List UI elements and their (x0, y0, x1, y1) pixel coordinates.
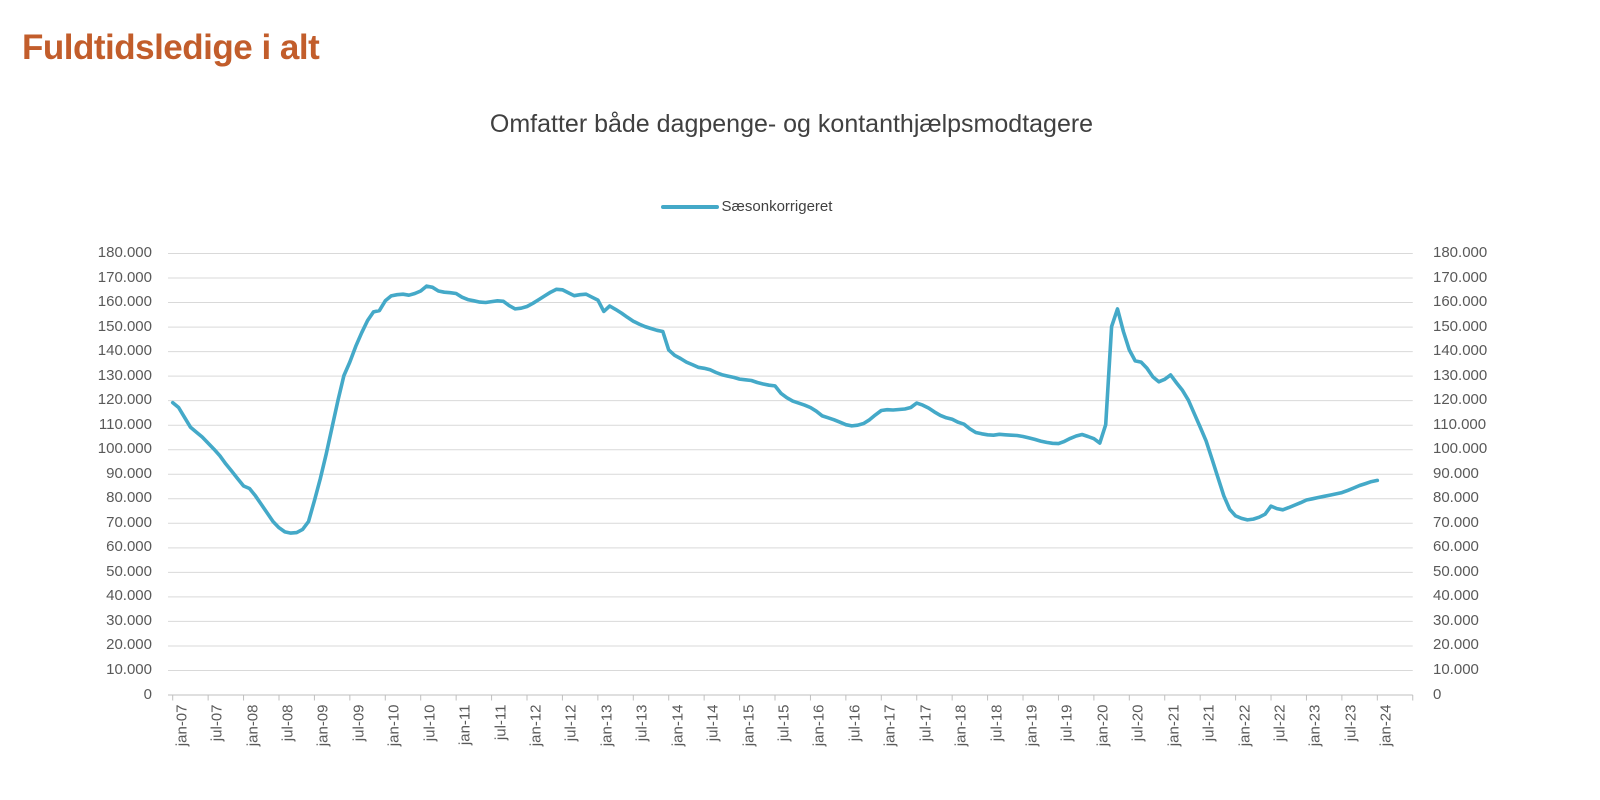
y-axis-label-left: 40.000 (106, 587, 152, 605)
y-axis-label-right: 40.000 (1433, 587, 1479, 605)
y-axis-label-left: 50.000 (106, 562, 152, 580)
y-axis-label-right: 150.000 (1433, 317, 1488, 335)
y-axis-label-left: 160.000 (97, 293, 152, 311)
x-axis-label: jan-23 (1306, 704, 1324, 746)
x-axis-label: jan-14 (669, 704, 687, 746)
x-axis-label: jan-20 (1094, 704, 1112, 746)
y-axis-label-left: 170.000 (97, 268, 152, 286)
x-axis-label: jul-22 (1271, 704, 1289, 741)
x-axis-label: jul-17 (917, 704, 935, 741)
y-axis-label-left: 130.000 (97, 366, 152, 384)
y-axis-label-right: 20.000 (1433, 636, 1479, 654)
x-axis-label: jan-13 (598, 704, 616, 746)
legend-entry: Sæsonkorrigeret (660, 198, 833, 215)
x-axis-label: jul-07 (208, 704, 226, 741)
chart-subtitle: Omfatter både dagpenge- og kontanthjælps… (489, 110, 1094, 138)
y-axis-label-right: 160.000 (1433, 293, 1488, 311)
y-axis-label-right: 120.000 (1433, 391, 1488, 409)
y-axis-label-right: 130.000 (1433, 366, 1488, 384)
x-axis-label: jul-20 (1129, 704, 1147, 741)
y-axis-label-right: 30.000 (1433, 611, 1479, 629)
line-chart-plot-area (168, 253, 1414, 701)
y-axis-label-right: 0 (1433, 685, 1442, 703)
x-axis-label: jan-19 (1023, 704, 1041, 746)
x-axis-label: jul-14 (704, 704, 722, 741)
y-axis-label-left: 150.000 (97, 317, 152, 335)
x-axis-label: jan-24 (1377, 704, 1395, 746)
legend-label: Sæsonkorrigeret (721, 198, 833, 215)
y-axis-label-right: 70.000 (1433, 513, 1479, 531)
x-axis-label: jul-21 (1200, 704, 1218, 741)
y-axis-label-left: 120.000 (97, 391, 152, 409)
y-axis-label-left: 90.000 (106, 464, 152, 482)
x-axis-label: jan-21 (1165, 704, 1183, 746)
x-axis-label: jan-07 (173, 704, 191, 746)
x-axis-label: jan-22 (1236, 704, 1254, 746)
y-axis-label-right: 90.000 (1433, 464, 1479, 482)
y-axis-label-left: 100.000 (97, 440, 152, 458)
x-axis-label: jan-08 (244, 704, 262, 746)
x-axis-label: jul-09 (350, 704, 368, 741)
y-axis-label-right: 10.000 (1433, 660, 1479, 678)
y-axis-label-right: 180.000 (1433, 244, 1488, 261)
y-axis-label-left: 180.000 (97, 244, 152, 261)
x-axis-label: jan-15 (740, 704, 758, 746)
y-axis-label-right: 80.000 (1433, 489, 1479, 507)
y-axis-label-left: 80.000 (106, 489, 152, 507)
y-axis-label-left: 30.000 (106, 611, 152, 629)
y-axis-label-right: 50.000 (1433, 562, 1479, 580)
x-axis-label: jul-11 (492, 704, 510, 740)
x-axis-label: jul-16 (846, 704, 864, 741)
chart-legend: Sæsonkorrigeret (168, 198, 1415, 215)
y-axis-label-right: 60.000 (1433, 538, 1479, 556)
page-title: Fuldtidsledige i alt (22, 28, 320, 67)
y-axis-label-right: 140.000 (1433, 342, 1488, 360)
x-axis-label: jul-19 (1058, 704, 1076, 741)
y-axis-label-left: 140.000 (97, 342, 152, 360)
legend-line-swatch-icon (660, 204, 719, 209)
y-axis-label-left: 60.000 (106, 538, 152, 556)
x-axis-label: jul-12 (562, 704, 580, 741)
x-axis-label: jan-09 (314, 704, 332, 746)
x-axis-label: jul-10 (421, 704, 439, 741)
y-axis-label-right: 170.000 (1433, 268, 1488, 286)
y-axis-label-right: 100.000 (1433, 440, 1488, 458)
x-axis-label: jul-23 (1342, 704, 1360, 741)
x-axis-label: jan-18 (952, 704, 970, 746)
y-axis-label-left: 70.000 (106, 513, 152, 531)
x-axis-label: jan-16 (810, 704, 828, 746)
x-axis-label: jul-08 (279, 704, 297, 741)
y-axis-label-left: 110.000 (98, 415, 152, 433)
y-axis-label-left: 0 (143, 685, 152, 703)
series-line-saesonkorrigeret (170, 284, 1380, 535)
x-axis-label: jan-17 (881, 704, 899, 746)
x-axis-label: jul-18 (988, 704, 1006, 741)
x-axis-label: jul-15 (775, 704, 793, 741)
x-axis-label: jan-10 (385, 704, 403, 746)
y-axis-label-left: 20.000 (106, 636, 152, 654)
x-axis-label: jan-12 (527, 704, 545, 746)
x-axis-label: jan-11 (456, 704, 474, 745)
x-axis-label: jul-13 (633, 704, 651, 741)
y-axis-label-right: 110.000 (1433, 415, 1487, 433)
y-axis-label-left: 10.000 (106, 660, 152, 678)
